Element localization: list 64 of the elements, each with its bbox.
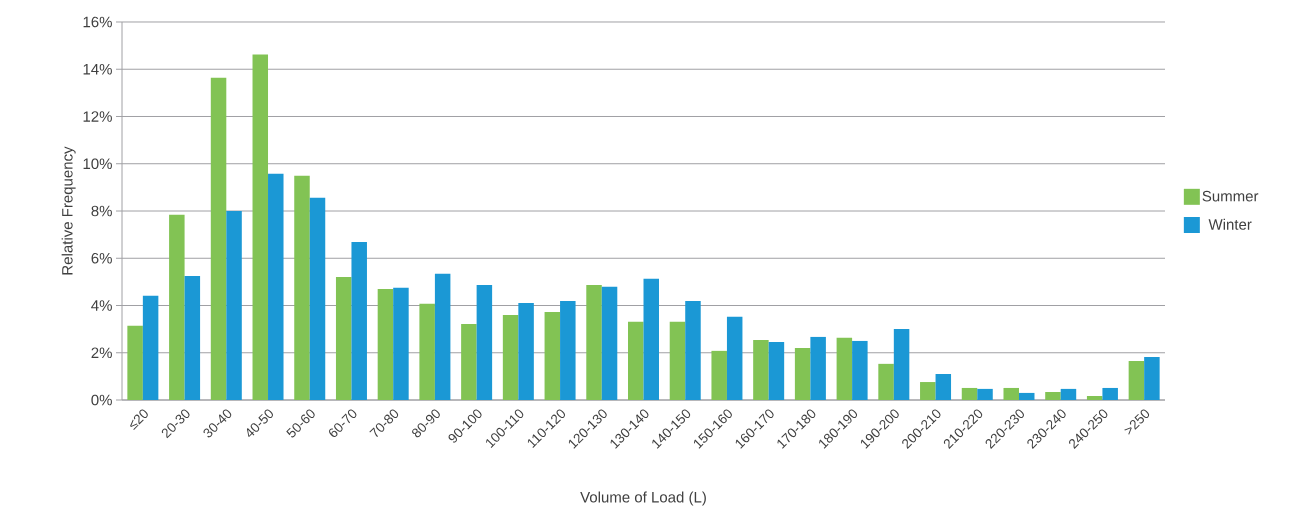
bar: [1045, 391, 1061, 400]
bar: [836, 337, 853, 400]
bar: [852, 340, 868, 400]
bar: [935, 374, 952, 400]
bar: [1102, 387, 1118, 400]
bar: [461, 323, 477, 400]
bar: [335, 276, 352, 400]
bar: [502, 314, 519, 400]
bar: [893, 328, 910, 400]
bar: [476, 284, 493, 400]
bar: [768, 341, 785, 400]
bar: [601, 286, 618, 400]
bar: [810, 336, 826, 400]
y-tick-label: 4%: [91, 300, 112, 311]
y-tick-label: 16%: [83, 16, 112, 28]
bar: [961, 387, 978, 400]
bar: [794, 348, 811, 400]
bar: [518, 302, 534, 400]
bar: [920, 382, 936, 400]
bar: [210, 77, 227, 400]
bar: [142, 295, 159, 400]
bar: [377, 288, 394, 400]
bar: [628, 321, 644, 400]
bar: [184, 275, 201, 400]
bar: [1060, 388, 1077, 400]
bar: [226, 211, 242, 400]
bar: [393, 287, 409, 400]
bar: [294, 175, 310, 400]
legend-label: Winter: [1208, 218, 1252, 230]
bar: [1144, 357, 1160, 400]
bar: [711, 350, 727, 400]
bar: [1003, 387, 1019, 400]
bar: [753, 339, 769, 400]
bar: [685, 301, 701, 400]
bar: [419, 303, 435, 400]
bar: [586, 284, 602, 400]
bar: [252, 54, 269, 400]
y-tick-label: 0%: [91, 394, 112, 406]
bar: [1128, 361, 1145, 400]
x-axis-title: Volume of Load (L): [580, 491, 706, 506]
bar: [544, 311, 561, 400]
bar: [726, 316, 743, 400]
bar: [643, 278, 659, 400]
bar: [268, 173, 284, 400]
bar: [560, 301, 576, 400]
bar: [1086, 395, 1103, 400]
bar: [169, 214, 185, 400]
y-tick-label: 2%: [91, 347, 112, 359]
bar: [977, 388, 993, 400]
y-tick-label: 12%: [83, 111, 112, 122]
bar: [1018, 392, 1035, 400]
legend-label: Summer: [1202, 190, 1259, 202]
y-tick-label: 14%: [83, 64, 112, 75]
bar: [351, 241, 367, 400]
y-tick-label: 10%: [83, 158, 112, 170]
bar: [878, 363, 894, 400]
bar: [309, 197, 326, 400]
bar: [127, 325, 143, 400]
bar: [434, 273, 451, 400]
y-axis-title: Relative Frequency: [61, 146, 76, 275]
y-tick-label: 8%: [91, 205, 112, 217]
x-tick-label: ≤20: [130, 409, 148, 430]
bar: [669, 321, 686, 400]
y-tick-label: 6%: [91, 252, 112, 264]
